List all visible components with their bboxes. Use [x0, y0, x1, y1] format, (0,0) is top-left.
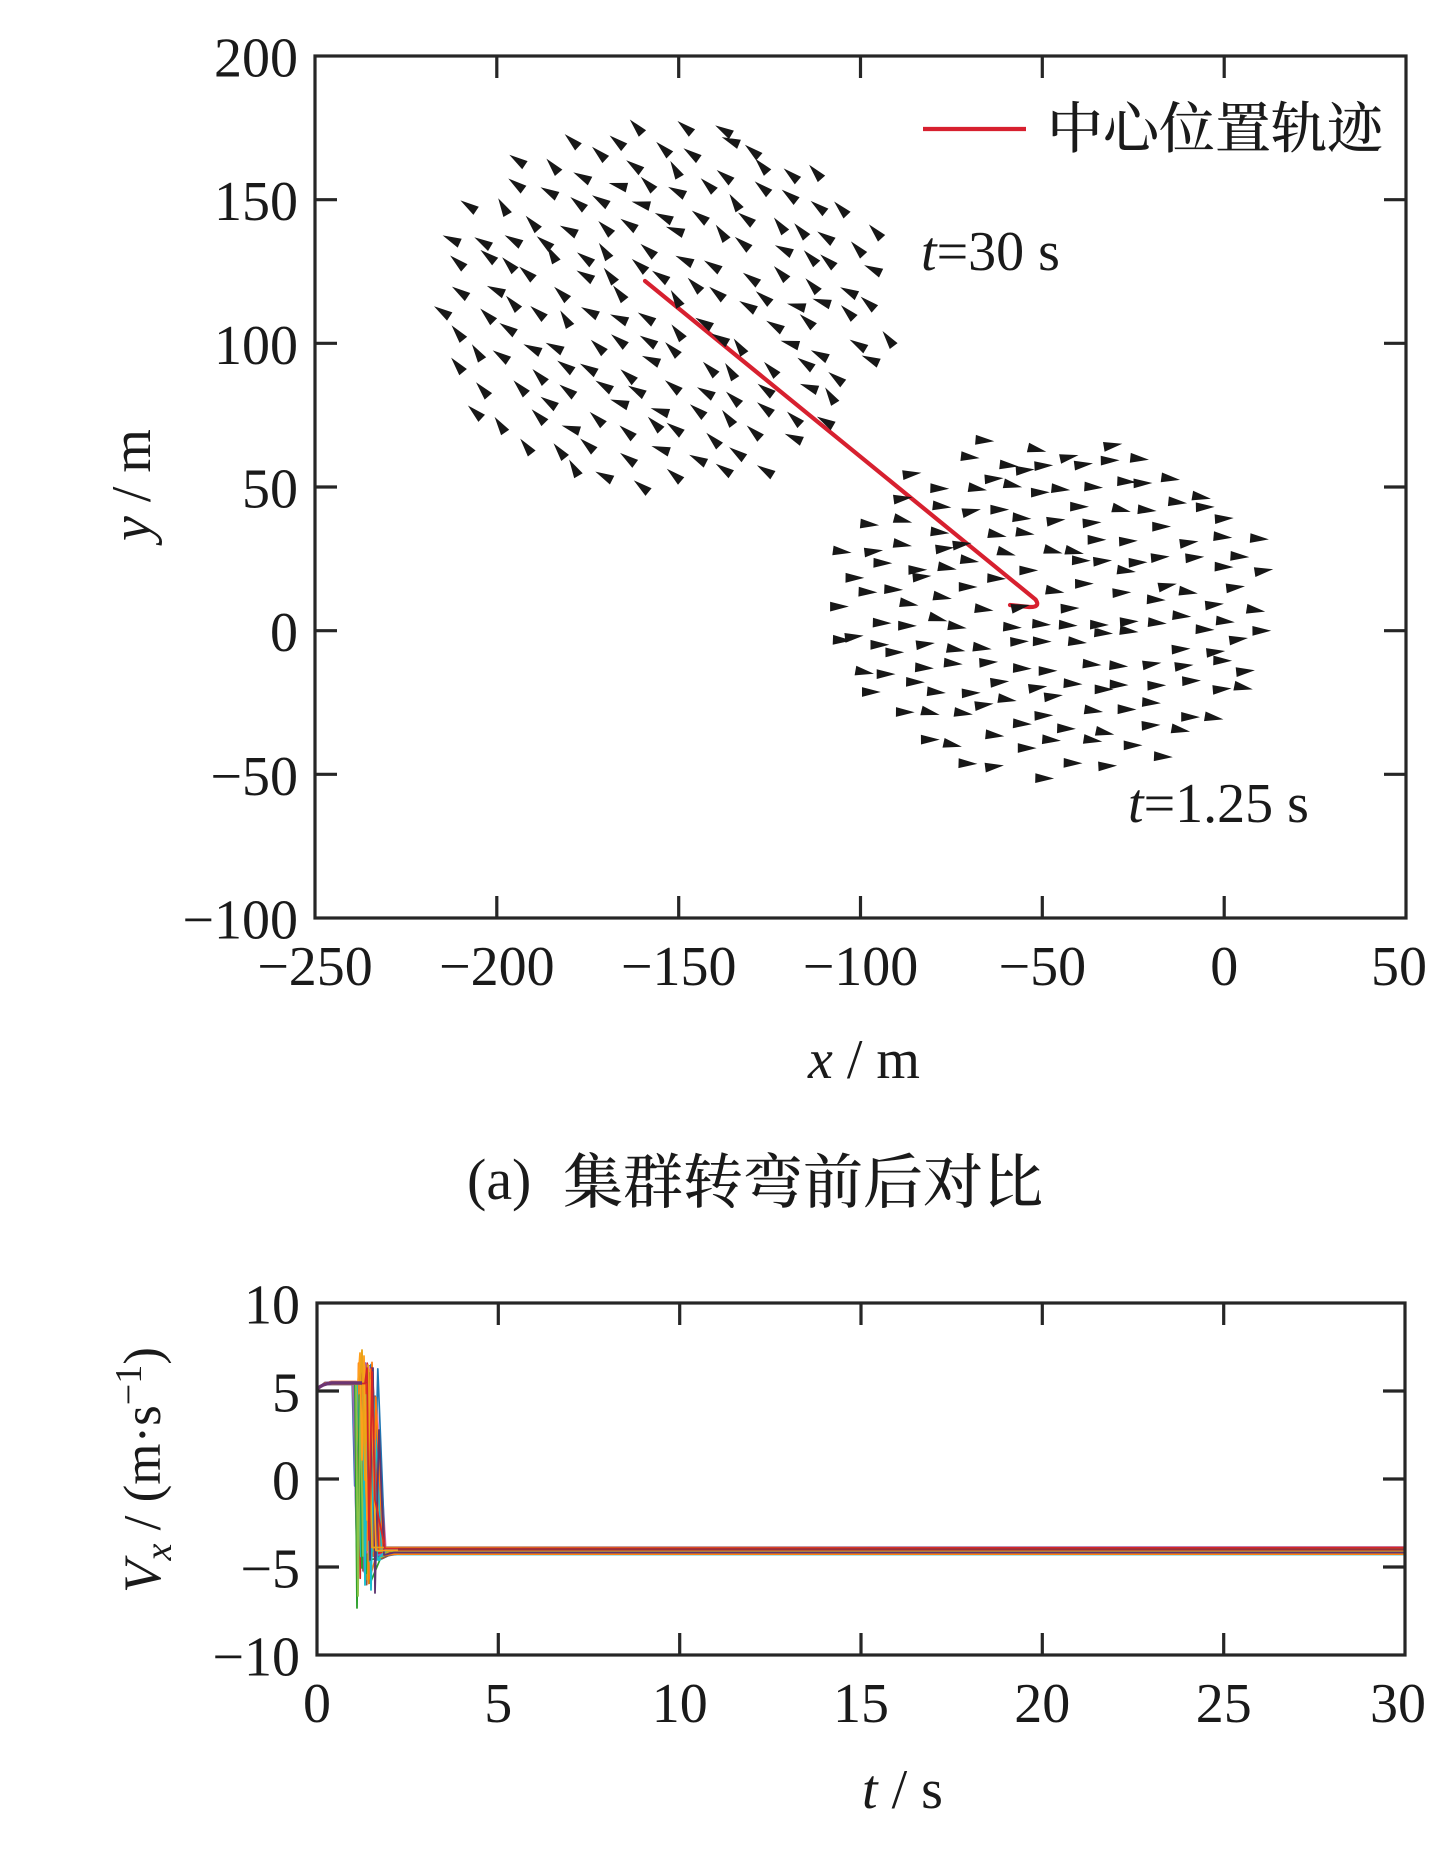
- svg-text:50: 50: [1371, 936, 1427, 998]
- svg-text:15: 15: [833, 1673, 889, 1735]
- svg-text:10: 10: [244, 1275, 300, 1337]
- svg-text:0: 0: [270, 602, 298, 664]
- svg-text:0: 0: [303, 1673, 331, 1735]
- svg-text:0: 0: [1210, 936, 1238, 998]
- svg-text:−100: −100: [803, 936, 919, 998]
- svg-text:5: 5: [272, 1363, 300, 1425]
- svg-text:100: 100: [214, 315, 298, 377]
- svg-text:30: 30: [1370, 1673, 1426, 1735]
- svg-text:0: 0: [272, 1451, 300, 1513]
- svg-text:−50: −50: [999, 936, 1087, 998]
- svg-text:Vx / (m·s−1): Vx / (m·s−1): [108, 1347, 180, 1593]
- svg-text:t=1.25 s: t=1.25 s: [1128, 773, 1309, 835]
- svg-text:200: 200: [214, 28, 298, 90]
- svg-text:−5: −5: [240, 1539, 300, 1601]
- svg-text:150: 150: [214, 171, 298, 233]
- svg-text:−150: −150: [621, 936, 737, 998]
- svg-text:−200: −200: [439, 936, 555, 998]
- svg-text:25: 25: [1196, 1673, 1252, 1735]
- svg-text:5: 5: [484, 1673, 512, 1735]
- svg-text:10: 10: [652, 1673, 708, 1735]
- svg-text:y / m: y / m: [101, 429, 163, 546]
- svg-text:−250: −250: [257, 936, 373, 998]
- svg-text:x / m: x / m: [807, 1029, 920, 1091]
- svg-text:−50: −50: [210, 746, 298, 808]
- svg-text:t / s: t / s: [862, 1759, 943, 1821]
- svg-text:50: 50: [242, 459, 298, 521]
- svg-text:t=30 s: t=30 s: [921, 221, 1060, 283]
- svg-text:−10: −10: [212, 1627, 300, 1689]
- svg-text:20: 20: [1014, 1673, 1070, 1735]
- svg-text:−100: −100: [182, 890, 298, 952]
- svg-text:(a): (a): [467, 1147, 531, 1212]
